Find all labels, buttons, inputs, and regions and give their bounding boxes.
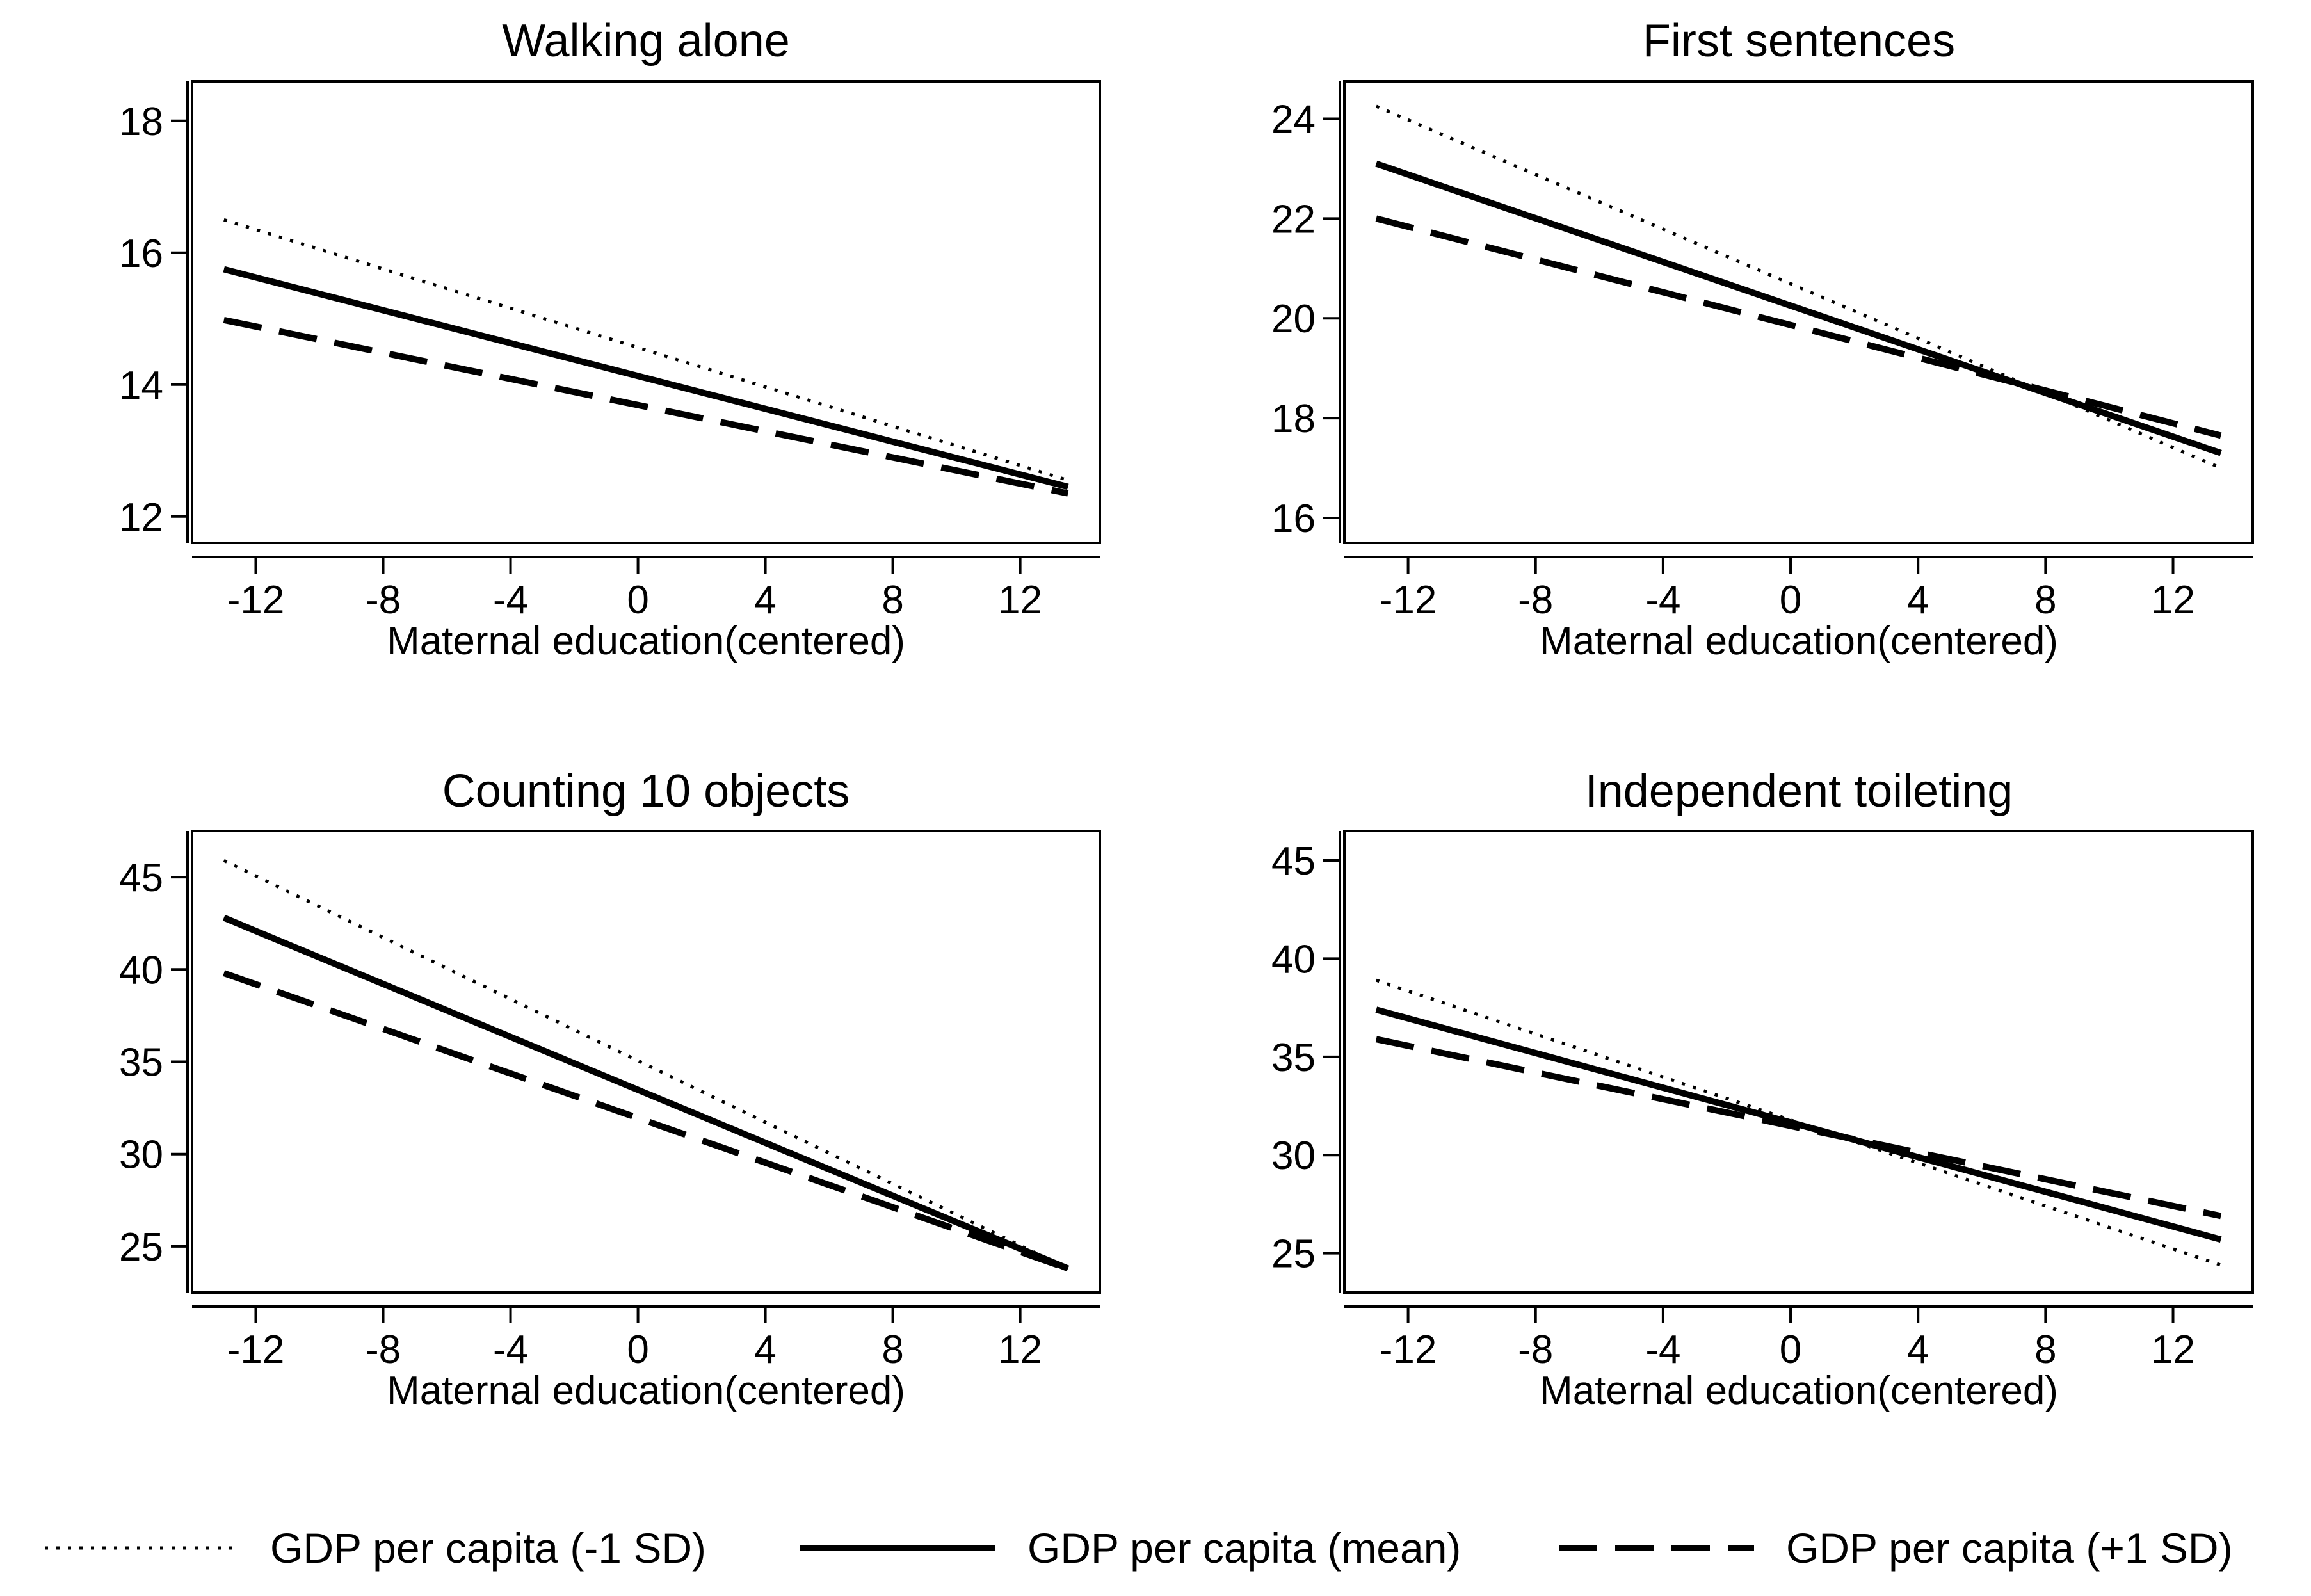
x-tick-label: 4: [754, 578, 776, 622]
x-axis-label: Maternal education(centered): [387, 619, 905, 663]
series-line-solid: [1375, 160, 2222, 456]
y-tick-label: 45: [1271, 839, 1316, 883]
plot-frame: [1343, 80, 2254, 544]
x-tick-label: 12: [2151, 578, 2195, 622]
y-tick-label: 25: [1271, 1232, 1316, 1277]
x-tick-label: 12: [2151, 1328, 2195, 1372]
legend: GDP per capita (-1 SD) GDP per capita (m…: [45, 1524, 2233, 1572]
panel-counting-10-objects: Counting 10 objects Maternal education(c…: [119, 766, 1101, 1413]
series-line-solid: [222, 914, 1070, 1272]
x-tick-label: 8: [882, 1328, 903, 1372]
plot-frame: [1343, 830, 2254, 1294]
legend-label: GDP per capita (-1 SD): [270, 1524, 706, 1572]
x-tick-label: 8: [2034, 578, 2056, 622]
x-tick-label: 8: [2034, 1328, 2056, 1372]
x-axis-label: Maternal education(centered): [1540, 1369, 2058, 1413]
y-tick-label: 35: [119, 1041, 163, 1085]
x-tick-label: -8: [1518, 1328, 1553, 1372]
x-tick-label: -4: [493, 1328, 528, 1372]
y-tick-label: 16: [1271, 497, 1316, 541]
panel-first-sentences: First sentences Maternal education(cente…: [1271, 15, 2254, 663]
x-tick-label: -8: [366, 578, 401, 622]
y-tick-label: 40: [119, 948, 163, 992]
panel-title: Walking alone: [502, 15, 790, 67]
panel-walking-alone: Walking alone Maternal education(centere…: [119, 15, 1101, 663]
x-tick-label: 8: [882, 578, 903, 622]
y-tick-label: 16: [119, 232, 163, 276]
panel-title: Independent toileting: [1585, 766, 2013, 817]
y-tick-label: 30: [119, 1133, 163, 1177]
series-line-dashed: [223, 316, 1069, 497]
x-tick-label: -4: [1645, 578, 1680, 622]
series-line-dashed: [1375, 1036, 2222, 1220]
x-tick-label: -12: [227, 578, 285, 622]
plot-frame: [191, 80, 1101, 544]
x-tick-label: 4: [1907, 578, 1929, 622]
x-tick-label: 0: [1780, 1328, 1801, 1372]
panel-independent-toileting: Independent toileting Maternal education…: [1271, 766, 2254, 1413]
x-tick-label: -4: [1645, 1328, 1680, 1372]
y-tick-label: 24: [1271, 97, 1316, 141]
y-tick-label: 35: [1271, 1036, 1316, 1080]
y-tick-label: 18: [119, 100, 163, 144]
y-tick-label: 18: [1271, 397, 1316, 441]
y-tick-label: 22: [1271, 197, 1316, 241]
y-tick-label: 30: [1271, 1134, 1316, 1178]
x-tick-label: 0: [1780, 578, 1801, 622]
x-tick-label: -12: [1380, 578, 1437, 622]
panel-title: First sentences: [1643, 15, 1955, 67]
x-tick-label: -8: [366, 1328, 401, 1372]
x-tick-label: -12: [1380, 1328, 1437, 1372]
x-axis-label: Maternal education(centered): [1540, 619, 2058, 663]
y-tick-label: 20: [1271, 297, 1316, 341]
x-tick-label: -12: [227, 1328, 285, 1372]
x-tick-label: -8: [1518, 578, 1553, 622]
x-tick-label: 0: [627, 578, 648, 622]
series-line-dashed: [223, 970, 1069, 1272]
series-line-dashed: [1375, 215, 2222, 439]
y-tick-label: 14: [119, 364, 163, 408]
y-tick-label: 12: [119, 496, 163, 540]
x-tick-label: 0: [627, 1328, 648, 1372]
x-axis-label: Maternal education(centered): [387, 1369, 905, 1413]
series-line-solid: [223, 266, 1069, 490]
panel-title: Counting 10 objects: [442, 766, 850, 817]
y-tick-label: 40: [1271, 937, 1316, 981]
plot-frame: [191, 830, 1101, 1294]
x-tick-label: -4: [493, 578, 528, 622]
y-tick-label: 45: [119, 856, 163, 900]
legend-label: GDP per capita (+1 SD): [1786, 1524, 2233, 1572]
x-tick-label: 12: [998, 1328, 1042, 1372]
x-tick-label: 12: [998, 578, 1042, 622]
x-tick-label: 4: [1907, 1328, 1929, 1372]
y-tick-label: 25: [119, 1225, 163, 1270]
x-tick-label: 4: [754, 1328, 776, 1372]
legend-label: GDP per capita (mean): [1027, 1524, 1461, 1572]
